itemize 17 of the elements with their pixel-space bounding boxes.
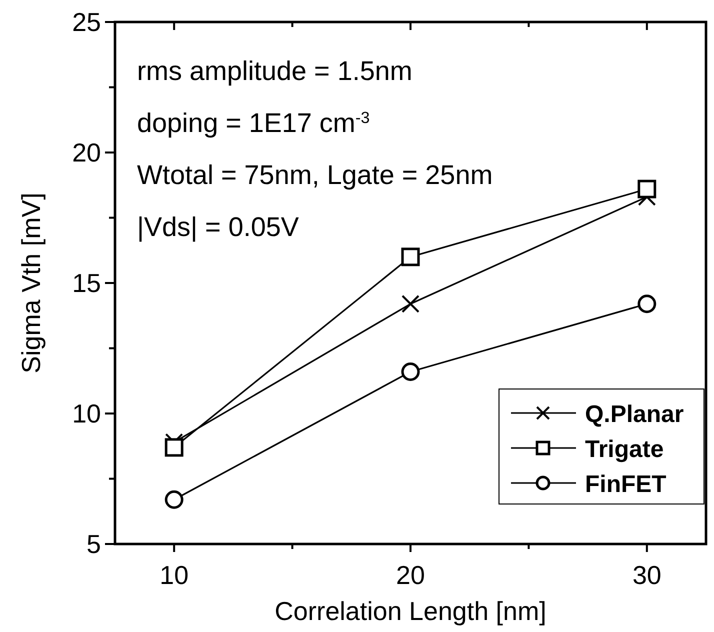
y-tick-label: 20	[72, 138, 101, 168]
x-tick-label: 30	[632, 560, 662, 590]
annotation: rms amplitude = 1.5nm	[137, 56, 412, 86]
annotation: Wtotal = 75nm, Lgate = 25nm	[137, 160, 493, 190]
x-axis-title: Correlation Length [nm]	[274, 596, 546, 626]
y-tick-label: 25	[72, 7, 101, 37]
y-axis-title: Sigma Vth [mV]	[16, 192, 46, 374]
x-tick-label: 20	[396, 560, 425, 590]
y-tick-label: 5	[86, 529, 101, 559]
legend-label: FinFET	[585, 471, 667, 498]
legend-label: Q.Planar	[585, 401, 684, 428]
annotation: |Vds| = 0.05V	[137, 212, 299, 242]
annotation: doping = 1E17 cm$^{-3}$	[137, 108, 370, 138]
legend-label: Trigate	[585, 436, 664, 463]
x-tick-label: 10	[160, 560, 189, 590]
y-tick-label: 10	[72, 398, 101, 428]
y-tick-label: 15	[72, 268, 101, 298]
